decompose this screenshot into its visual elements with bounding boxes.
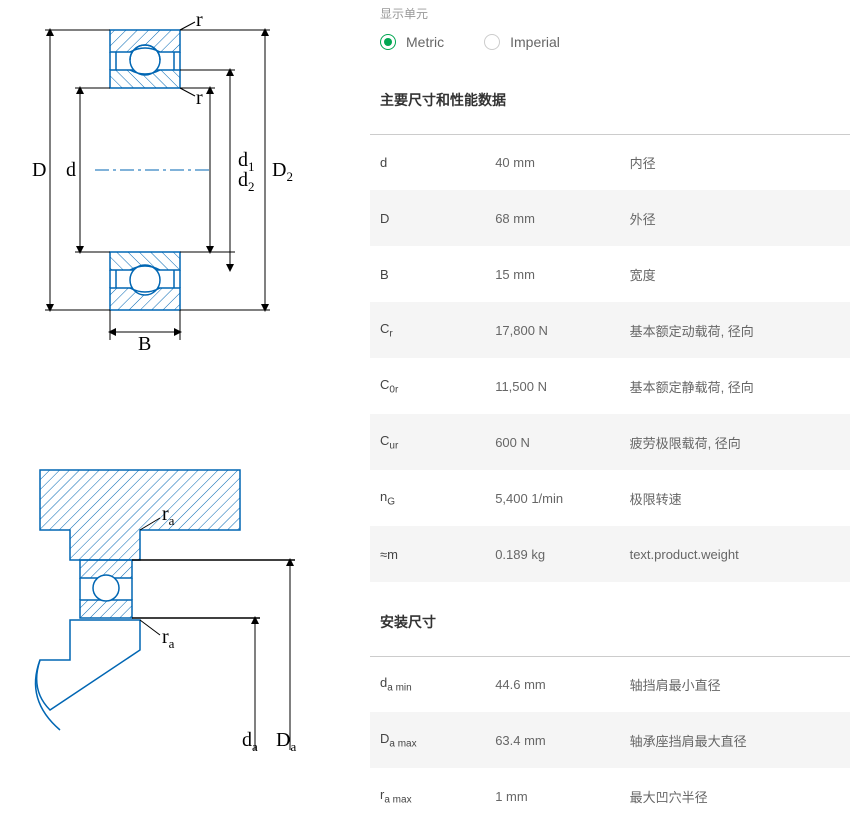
spec-symbol: D	[370, 190, 485, 246]
spec-symbol: ra max	[370, 768, 485, 824]
units-label: 显示单元	[380, 5, 850, 22]
section-title-main: 主要尺寸和性能数据	[380, 90, 850, 110]
spec-value: 15 mm	[485, 246, 619, 302]
svg-text:r: r	[196, 10, 203, 31]
table-row: nG5,400 1/min极限转速	[370, 470, 850, 526]
spec-description: 基本额定动载荷, 径向	[620, 302, 850, 358]
spec-symbol: d	[370, 134, 485, 190]
table-row: ≈m0.189 kgtext.product.weight	[370, 526, 850, 582]
spec-description: 外径	[620, 190, 850, 246]
spec-value: 0.189 kg	[485, 526, 619, 582]
svg-text:D: D	[32, 159, 46, 181]
spec-value: 63.4 mm	[485, 712, 619, 768]
spec-symbol: Cr	[370, 302, 485, 358]
radio-metric-label: Metric	[406, 34, 444, 50]
table-row: Da max63.4 mm轴承座挡肩最大直径	[370, 712, 850, 768]
spec-value: 44.6 mm	[485, 656, 619, 712]
spec-value: 68 mm	[485, 190, 619, 246]
spec-symbol: Da max	[370, 712, 485, 768]
spec-description: 轴挡肩最小直径	[620, 656, 850, 712]
spec-value: 5,400 1/min	[485, 470, 619, 526]
radio-circle-icon	[380, 34, 396, 50]
spec-symbol: nG	[370, 470, 485, 526]
table-row: ra max1 mm最大凹穴半径	[370, 768, 850, 824]
spec-description: 最大凹穴半径	[620, 768, 850, 824]
table-row: Cur600 N疲劳极限载荷, 径向	[370, 414, 850, 470]
spec-description: 宽度	[620, 246, 850, 302]
spec-description: 内径	[620, 134, 850, 190]
table-row: da min44.6 mm轴挡肩最小直径	[370, 656, 850, 712]
svg-text:ra: ra	[162, 626, 175, 651]
radio-imperial[interactable]: Imperial	[484, 34, 560, 50]
spec-value: 11,500 N	[485, 358, 619, 414]
spec-symbol: B	[370, 246, 485, 302]
units-radio-group: Metric Imperial	[380, 34, 850, 50]
svg-text:d: d	[66, 159, 76, 181]
bearing-cross-section-diagram: D d d1 d2 D2 B r r	[10, 10, 300, 350]
spec-value: 1 mm	[485, 768, 619, 824]
table-row: d40 mm内径	[370, 134, 850, 190]
spec-description: 基本额定静载荷, 径向	[620, 358, 850, 414]
spec-symbol: ≈m	[370, 526, 485, 582]
spec-symbol: C0r	[370, 358, 485, 414]
spec-table-main: d40 mm内径D68 mm外径B15 mm宽度Cr17,800 N基本额定动载…	[370, 126, 850, 582]
radio-imperial-label: Imperial	[510, 34, 560, 50]
svg-text:r: r	[196, 87, 203, 109]
mounting-diagram: ra ra da Da	[10, 460, 300, 790]
table-row: D68 mm外径	[370, 190, 850, 246]
svg-text:Da: Da	[276, 729, 296, 754]
table-row: B15 mm宽度	[370, 246, 850, 302]
svg-text:D2: D2	[272, 159, 293, 184]
svg-text:da: da	[242, 729, 258, 754]
radio-metric[interactable]: Metric	[380, 34, 444, 50]
section-title-mount: 安装尺寸	[380, 612, 850, 632]
radio-circle-icon	[484, 34, 500, 50]
spec-description: 轴承座挡肩最大直径	[620, 712, 850, 768]
spec-symbol: da min	[370, 656, 485, 712]
spec-symbol: Cur	[370, 414, 485, 470]
spec-description: text.product.weight	[620, 526, 850, 582]
spec-value: 40 mm	[485, 134, 619, 190]
spec-table-mount: da min44.6 mm轴挡肩最小直径Da max63.4 mm轴承座挡肩最大…	[370, 648, 850, 824]
svg-text:B: B	[138, 333, 151, 350]
spec-description: 疲劳极限载荷, 径向	[620, 414, 850, 470]
spec-description: 极限转速	[620, 470, 850, 526]
spec-value: 17,800 N	[485, 302, 619, 358]
table-row: C0r11,500 N基本额定静载荷, 径向	[370, 358, 850, 414]
spec-value: 600 N	[485, 414, 619, 470]
table-row: Cr17,800 N基本额定动载荷, 径向	[370, 302, 850, 358]
